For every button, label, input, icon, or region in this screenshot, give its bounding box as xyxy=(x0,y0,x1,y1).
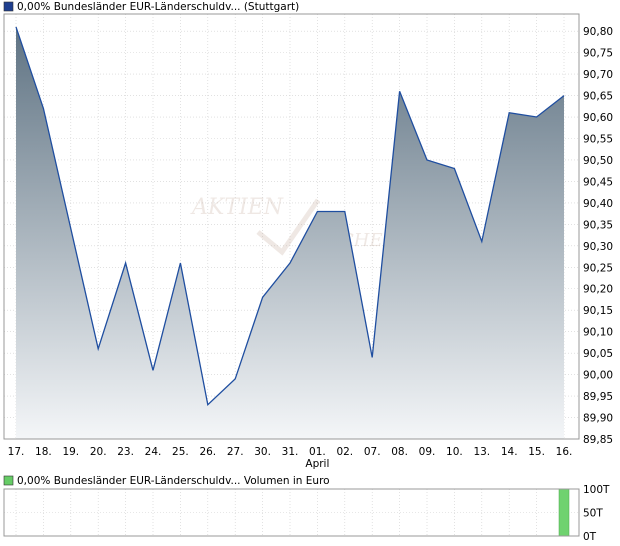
y-tick-label: 90,20 xyxy=(583,284,613,296)
y-tick-label: 90,70 xyxy=(583,69,613,81)
legend-price-swatch xyxy=(3,1,14,12)
x-tick-label: 15. xyxy=(528,446,545,458)
x-tick-label: 13. xyxy=(473,446,490,458)
y-tick-label: 90,05 xyxy=(583,348,613,360)
y-tick-label: 90,35 xyxy=(583,219,613,231)
y-tick-label: 90,25 xyxy=(583,262,613,274)
x-tick-label: 24. xyxy=(145,446,162,458)
legend-price-label: 0,00% Bundesländer EUR-Länderschuldv... … xyxy=(17,1,299,13)
y-tick-label: 90,65 xyxy=(583,91,613,103)
y-tick-label: 90,80 xyxy=(583,26,613,38)
legend-volume-label: 0,00% Bundesländer EUR-Länderschuldv... … xyxy=(17,475,330,487)
volume-y-tick-label: 0T xyxy=(583,531,597,543)
x-tick-label: 08. xyxy=(391,446,408,458)
y-tick-label: 90,50 xyxy=(583,155,613,167)
x-tick-label: 17. xyxy=(8,446,25,458)
y-tick-label: 89,85 xyxy=(583,434,613,446)
x-tick-label: 01. xyxy=(309,446,326,458)
y-tick-label: 90,00 xyxy=(583,370,613,382)
month-label-april: April xyxy=(305,458,329,470)
x-tick-label: 31. xyxy=(282,446,299,458)
price-points xyxy=(15,26,565,405)
x-tick-label: 23. xyxy=(117,446,134,458)
x-tick-label: 02. xyxy=(336,446,353,458)
x-tick-label: 14. xyxy=(501,446,518,458)
volume-plot-frame xyxy=(3,488,580,537)
volume-y-tick-label: 50T xyxy=(583,508,603,520)
x-tick-label: 20. xyxy=(90,446,107,458)
y-tick-label: 90,45 xyxy=(583,176,613,188)
price-y-ticks: 90,80 90,75 90,70 90,65 90,60 90,55 90,50 90,45… xyxy=(583,26,613,446)
price-plot-frame xyxy=(3,13,580,440)
x-tick-label: 10. xyxy=(446,446,463,458)
y-tick-label: 89,90 xyxy=(583,413,613,425)
legend-volume-swatch xyxy=(3,475,14,486)
x-tick-label: 25. xyxy=(172,446,189,458)
price-line xyxy=(15,26,565,406)
y-tick-label: 89,95 xyxy=(583,391,613,403)
y-tick-label: 90,10 xyxy=(583,327,613,339)
y-tick-label: 90,30 xyxy=(583,241,613,253)
y-tick-label: 90,75 xyxy=(583,48,613,60)
price-area xyxy=(16,26,564,440)
x-tick-label: 27. xyxy=(227,446,244,458)
x-tick-label: 30. xyxy=(254,446,271,458)
x-tick-label: 19. xyxy=(62,446,79,458)
x-ticks: 17. 18. 19. 20. 23. 24. 25. 26. 27. 30. 31. 01. 02. 0… xyxy=(8,446,573,458)
volume-y-tick-label: 100T xyxy=(583,484,610,496)
x-tick-label: 09. xyxy=(419,446,436,458)
x-tick-label: 07. xyxy=(364,446,381,458)
y-tick-label: 90,55 xyxy=(583,133,613,145)
volume-grid xyxy=(4,488,579,537)
x-tick-label: 16. xyxy=(556,446,573,458)
volume-bar xyxy=(558,488,570,537)
volume-bars xyxy=(558,488,570,537)
y-tick-label: 90,40 xyxy=(583,198,613,210)
y-tick-label: 90,60 xyxy=(583,112,613,124)
volume-y-ticks: 100T 50T 0T xyxy=(583,484,610,543)
y-tick-label: 90,15 xyxy=(583,305,613,317)
watermark-text-top: AKTIEN xyxy=(190,195,284,220)
x-tick-label: 18. xyxy=(35,446,52,458)
watermark-check-mark xyxy=(256,198,321,256)
x-tick-label: 26. xyxy=(199,446,216,458)
